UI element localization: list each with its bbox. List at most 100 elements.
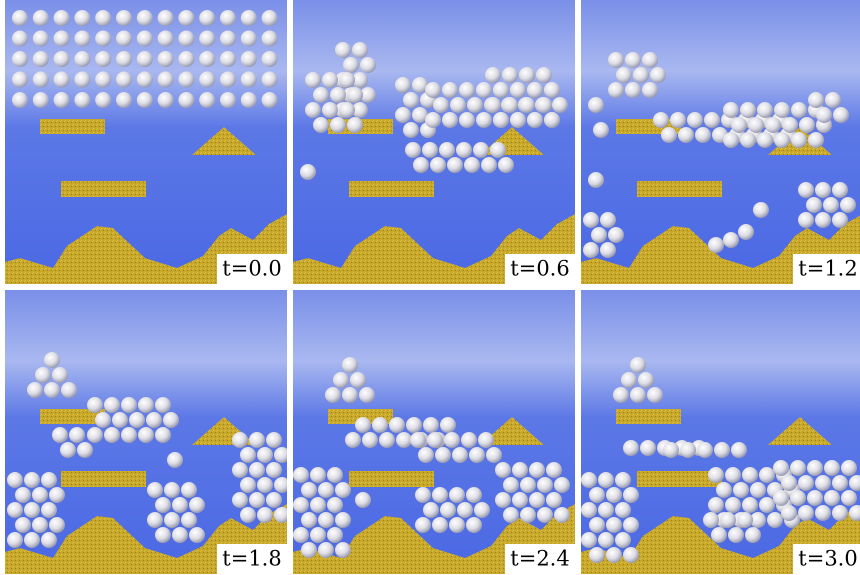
ball <box>342 387 358 403</box>
ball <box>318 482 334 498</box>
ball <box>529 492 545 508</box>
ball <box>293 467 309 483</box>
ball <box>415 517 431 533</box>
ball <box>680 442 696 458</box>
ball <box>274 507 290 523</box>
ball <box>167 452 183 468</box>
ball <box>199 51 215 67</box>
ball <box>427 432 443 448</box>
ball <box>44 382 60 398</box>
ball <box>678 127 694 143</box>
ball <box>495 462 511 478</box>
ball <box>301 512 317 528</box>
ball <box>116 72 132 88</box>
ball <box>467 97 483 113</box>
ball <box>95 31 111 47</box>
ball <box>552 97 568 113</box>
ball <box>615 472 631 488</box>
ball <box>74 10 90 26</box>
ball <box>95 10 111 26</box>
ball <box>87 397 103 413</box>
ball <box>774 102 790 118</box>
ball <box>476 112 492 128</box>
ball <box>327 527 343 543</box>
simulation-frame: t=1.2 <box>581 0 860 284</box>
ball <box>807 460 823 476</box>
ball <box>95 412 111 428</box>
ball <box>598 472 614 488</box>
ball <box>355 417 371 433</box>
ball <box>158 92 174 108</box>
ball <box>493 112 509 128</box>
ball <box>608 82 624 98</box>
ball <box>12 10 28 26</box>
ball <box>630 387 646 403</box>
ball <box>54 31 70 47</box>
ball <box>449 517 465 533</box>
ball <box>791 132 807 148</box>
ball <box>440 417 456 433</box>
ball <box>740 132 756 148</box>
ball <box>519 67 535 83</box>
ball <box>512 462 528 478</box>
ball <box>738 224 754 240</box>
ball <box>74 31 90 47</box>
ball <box>466 487 482 503</box>
ball <box>832 182 848 198</box>
ball <box>172 527 188 543</box>
ball <box>189 527 205 543</box>
ball <box>630 357 646 373</box>
ball <box>456 142 472 158</box>
ball <box>121 427 137 443</box>
simulation-frame: t=0.6 <box>293 0 575 284</box>
ball <box>318 512 334 528</box>
ball <box>546 492 562 508</box>
ball <box>588 172 604 188</box>
ball <box>415 487 431 503</box>
ball <box>355 492 371 508</box>
ball <box>728 527 744 543</box>
ball <box>232 492 248 508</box>
ball <box>520 507 536 523</box>
ball <box>54 72 70 88</box>
ball <box>35 367 51 383</box>
ball <box>452 447 468 463</box>
ball <box>608 52 624 68</box>
ball <box>342 357 358 373</box>
ball <box>189 497 205 513</box>
ball <box>60 442 76 458</box>
ball <box>322 72 338 88</box>
ball <box>345 432 361 448</box>
ball <box>241 31 257 47</box>
ball <box>510 112 526 128</box>
scene <box>293 290 575 574</box>
ball <box>12 31 28 47</box>
platform <box>61 471 146 487</box>
ball <box>52 367 68 383</box>
ball <box>41 502 57 518</box>
scene <box>5 0 287 284</box>
ball <box>95 51 111 67</box>
ball <box>129 412 145 428</box>
ball <box>24 532 40 548</box>
ball <box>310 467 326 483</box>
ball <box>15 487 31 503</box>
ball <box>598 532 614 548</box>
ball <box>396 432 412 448</box>
ball <box>799 117 815 133</box>
ball <box>116 92 132 108</box>
ball <box>137 51 153 67</box>
time-label: t=2.4 <box>510 547 569 571</box>
ball <box>495 492 511 508</box>
ball <box>52 427 68 443</box>
ball <box>840 197 856 213</box>
ball <box>339 72 355 88</box>
ball <box>493 82 509 98</box>
ball <box>469 447 485 463</box>
ball <box>502 67 518 83</box>
ball <box>653 112 669 128</box>
ball <box>581 472 597 488</box>
ball <box>418 447 434 463</box>
ball <box>12 92 28 108</box>
ball <box>181 482 197 498</box>
